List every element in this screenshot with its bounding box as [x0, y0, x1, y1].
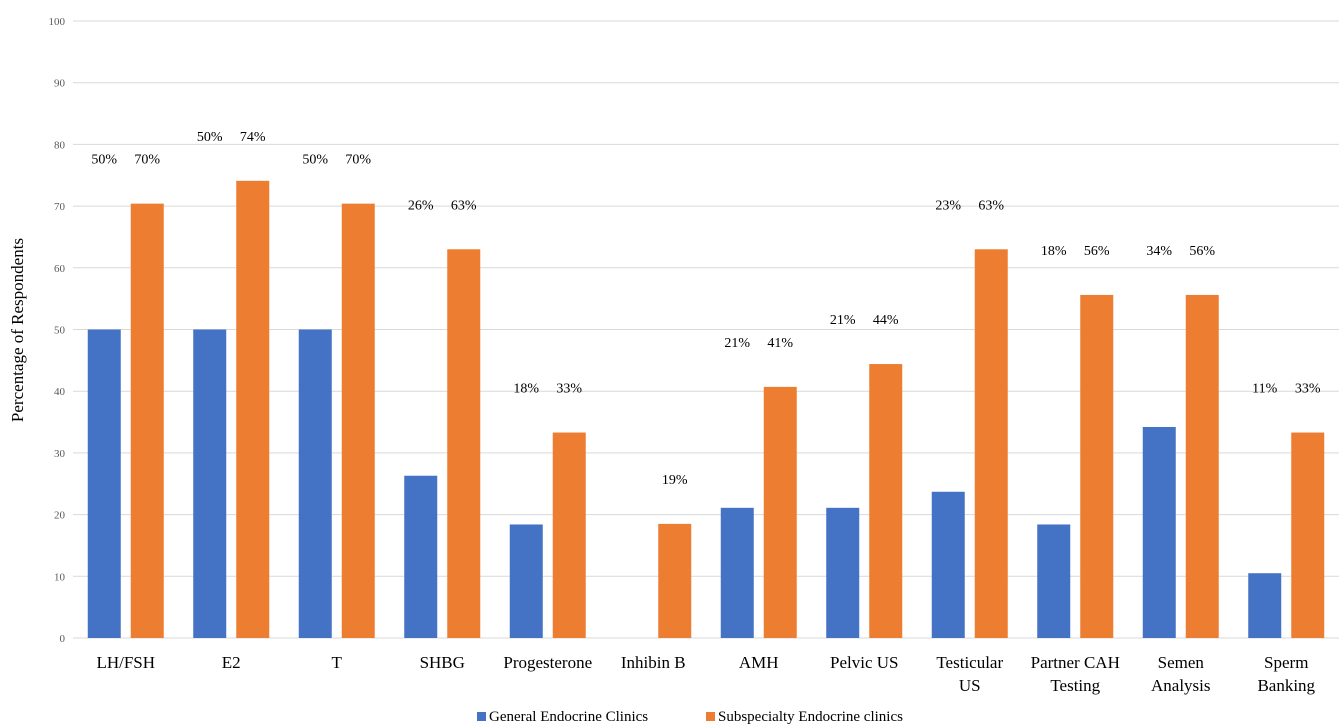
data-label: 50% — [302, 153, 328, 168]
category-label: Sperm — [1264, 653, 1308, 672]
bar-subspecialty — [869, 364, 903, 638]
data-label: 56% — [1189, 244, 1215, 259]
data-label: 63% — [451, 198, 477, 213]
category-label: Progesterone — [503, 653, 592, 672]
data-label: 11% — [1252, 382, 1277, 397]
data-label: 34% — [1146, 244, 1172, 259]
bar-general — [87, 329, 121, 638]
data-label: 50% — [91, 153, 117, 168]
y-tick-label: 50 — [54, 325, 66, 337]
category-label: Pelvic US — [830, 653, 898, 672]
y-tick-label: 70 — [54, 201, 66, 213]
legend-label: Subspecialty Endocrine clinics — [718, 709, 903, 725]
legend: General Endocrine Clinics Subspecialty En… — [477, 709, 903, 725]
bar-general — [1037, 524, 1071, 638]
data-label: 18% — [513, 382, 539, 397]
bar-general — [931, 491, 965, 638]
category-label: Inhibin B — [621, 653, 686, 672]
bar-general — [720, 507, 754, 638]
y-tick-label: 30 — [54, 448, 66, 460]
bar-general — [1248, 573, 1282, 638]
y-axis-ticks: 0 10 20 30 40 50 60 70 80 90 100 — [49, 16, 66, 645]
bar-subspecialty — [130, 203, 164, 638]
category-label: Semen — [1158, 653, 1205, 672]
data-label: 18% — [1041, 244, 1067, 259]
legend-swatch — [706, 712, 715, 721]
bar-subspecialty — [236, 180, 270, 639]
data-label: 19% — [662, 473, 688, 488]
bar-subspecialty — [341, 203, 375, 638]
category-label: E2 — [222, 653, 241, 672]
category-label: SHBG — [420, 653, 465, 672]
y-tick-label: 40 — [54, 386, 66, 398]
bar-general — [193, 329, 227, 638]
category-label: US — [959, 676, 981, 695]
bars — [87, 180, 1325, 639]
data-label: 26% — [408, 198, 434, 213]
gridlines — [73, 20, 1339, 639]
category-label: Testing — [1050, 676, 1100, 695]
data-label: 74% — [240, 130, 266, 145]
bar-subspecialty — [447, 249, 481, 639]
bar-subspecialty — [658, 523, 692, 638]
category-label: LH/FSH — [96, 653, 155, 672]
category-label: T — [332, 653, 343, 672]
category-label: Testicular — [936, 653, 1003, 672]
bar-subspecialty — [1185, 294, 1219, 638]
bar-general — [1142, 426, 1176, 638]
data-label: 41% — [767, 336, 793, 351]
y-tick-label: 60 — [54, 263, 66, 275]
bar-subspecialty — [552, 432, 586, 638]
data-label: 50% — [197, 130, 223, 145]
bar-general — [404, 475, 438, 638]
data-label: 63% — [978, 198, 1004, 213]
data-label: 56% — [1084, 244, 1110, 259]
data-label: 70% — [134, 153, 160, 168]
bar-general — [509, 524, 543, 638]
data-label: 70% — [345, 153, 371, 168]
y-tick-label: 80 — [54, 139, 66, 151]
legend-label: General Endocrine Clinics — [489, 709, 648, 725]
category-label: AMH — [739, 653, 779, 672]
y-tick-label: 20 — [54, 510, 66, 522]
x-axis-categories: LH/FSH E2 T SHBG Progesterone Inhibin B AMH Pel… — [96, 653, 1315, 695]
category-label: Banking — [1257, 676, 1315, 695]
category-label: Partner CAH — [1031, 653, 1120, 672]
bar-subspecialty — [1080, 294, 1114, 638]
data-label: 44% — [873, 313, 899, 328]
y-tick-label: 100 — [49, 16, 66, 28]
y-tick-label: 90 — [54, 78, 66, 90]
data-label: 33% — [1295, 382, 1321, 397]
bar-general — [826, 507, 860, 638]
data-label: 21% — [830, 313, 856, 328]
bar-subspecialty — [763, 386, 797, 638]
data-label: 33% — [556, 382, 582, 397]
y-tick-label: 10 — [54, 571, 66, 583]
data-label: 21% — [724, 336, 750, 351]
y-tick-label: 0 — [60, 633, 66, 645]
data-labels: 50% 70% 50% 74% 50% 70% 26% 63% 18% 33% 19% 21% 41% 2… — [91, 130, 1321, 488]
category-label: Analysis — [1151, 676, 1211, 695]
bar-general — [298, 329, 332, 638]
legend-swatch — [477, 712, 486, 721]
bar-subspecialty — [1291, 432, 1325, 638]
data-label: 23% — [935, 198, 961, 213]
y-axis-label: Percentage of Respondents — [8, 238, 27, 422]
bar-subspecialty — [974, 249, 1008, 639]
